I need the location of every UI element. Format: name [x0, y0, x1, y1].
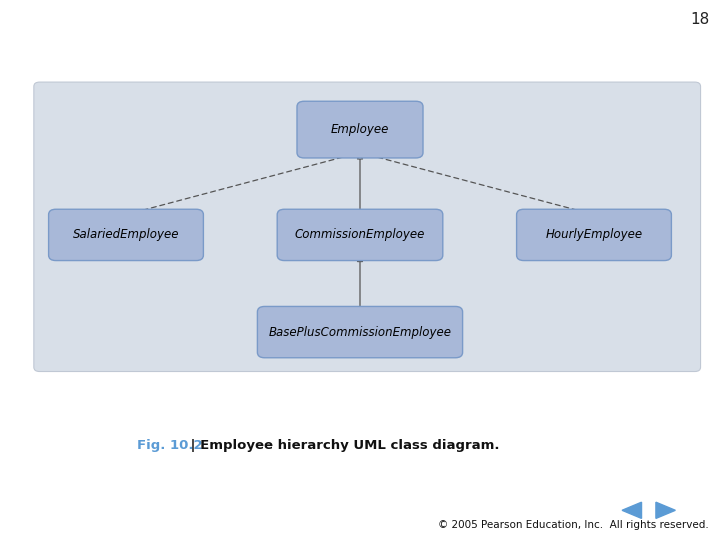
Text: 18: 18: [690, 12, 709, 27]
Text: | Employee hierarchy UML class diagram.: | Employee hierarchy UML class diagram.: [186, 439, 499, 452]
Text: SalariedEmployee: SalariedEmployee: [73, 228, 179, 241]
Text: BasePlusCommissionEmployee: BasePlusCommissionEmployee: [269, 326, 451, 339]
FancyBboxPatch shape: [277, 210, 443, 261]
FancyBboxPatch shape: [297, 102, 423, 158]
Text: HourlyEmployee: HourlyEmployee: [546, 228, 642, 241]
Text: Employee: Employee: [330, 123, 390, 136]
FancyBboxPatch shape: [516, 210, 671, 261]
FancyBboxPatch shape: [48, 210, 203, 261]
Text: Fig. 10.2: Fig. 10.2: [137, 439, 202, 452]
FancyBboxPatch shape: [258, 306, 463, 357]
FancyBboxPatch shape: [34, 82, 701, 372]
Text: © 2005 Pearson Education, Inc.  All rights reserved.: © 2005 Pearson Education, Inc. All right…: [438, 520, 709, 530]
Polygon shape: [622, 502, 642, 518]
Text: CommissionEmployee: CommissionEmployee: [294, 228, 426, 241]
Polygon shape: [656, 502, 675, 518]
